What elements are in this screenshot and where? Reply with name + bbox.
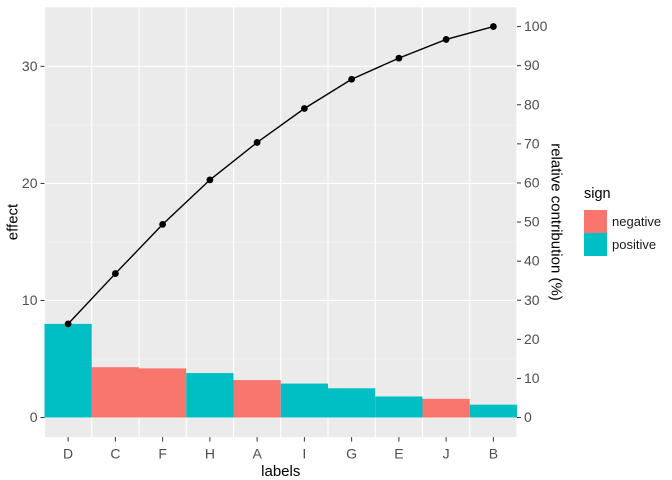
svg-text:50: 50 bbox=[524, 214, 540, 230]
svg-text:B: B bbox=[489, 446, 498, 462]
svg-text:D: D bbox=[63, 446, 73, 462]
svg-text:10: 10 bbox=[22, 292, 38, 308]
svg-text:80: 80 bbox=[524, 96, 540, 112]
svg-text:60: 60 bbox=[524, 174, 540, 190]
svg-text:F: F bbox=[158, 446, 167, 462]
svg-text:90: 90 bbox=[524, 57, 540, 73]
svg-text:30: 30 bbox=[22, 58, 38, 74]
svg-text:G: G bbox=[346, 446, 357, 462]
svg-text:70: 70 bbox=[524, 135, 540, 151]
svg-text:20: 20 bbox=[22, 175, 38, 191]
svg-text:C: C bbox=[110, 446, 120, 462]
svg-text:30: 30 bbox=[524, 292, 540, 308]
svg-text:E: E bbox=[394, 446, 403, 462]
svg-text:40: 40 bbox=[524, 253, 540, 269]
svg-text:20: 20 bbox=[524, 331, 540, 347]
svg-text:I: I bbox=[302, 446, 306, 462]
svg-text:J: J bbox=[443, 446, 450, 462]
svg-text:0: 0 bbox=[524, 409, 532, 425]
svg-text:10: 10 bbox=[524, 370, 540, 386]
svg-text:H: H bbox=[205, 446, 215, 462]
svg-text:0: 0 bbox=[30, 409, 38, 425]
svg-text:100: 100 bbox=[524, 18, 548, 34]
svg-text:A: A bbox=[252, 446, 262, 462]
